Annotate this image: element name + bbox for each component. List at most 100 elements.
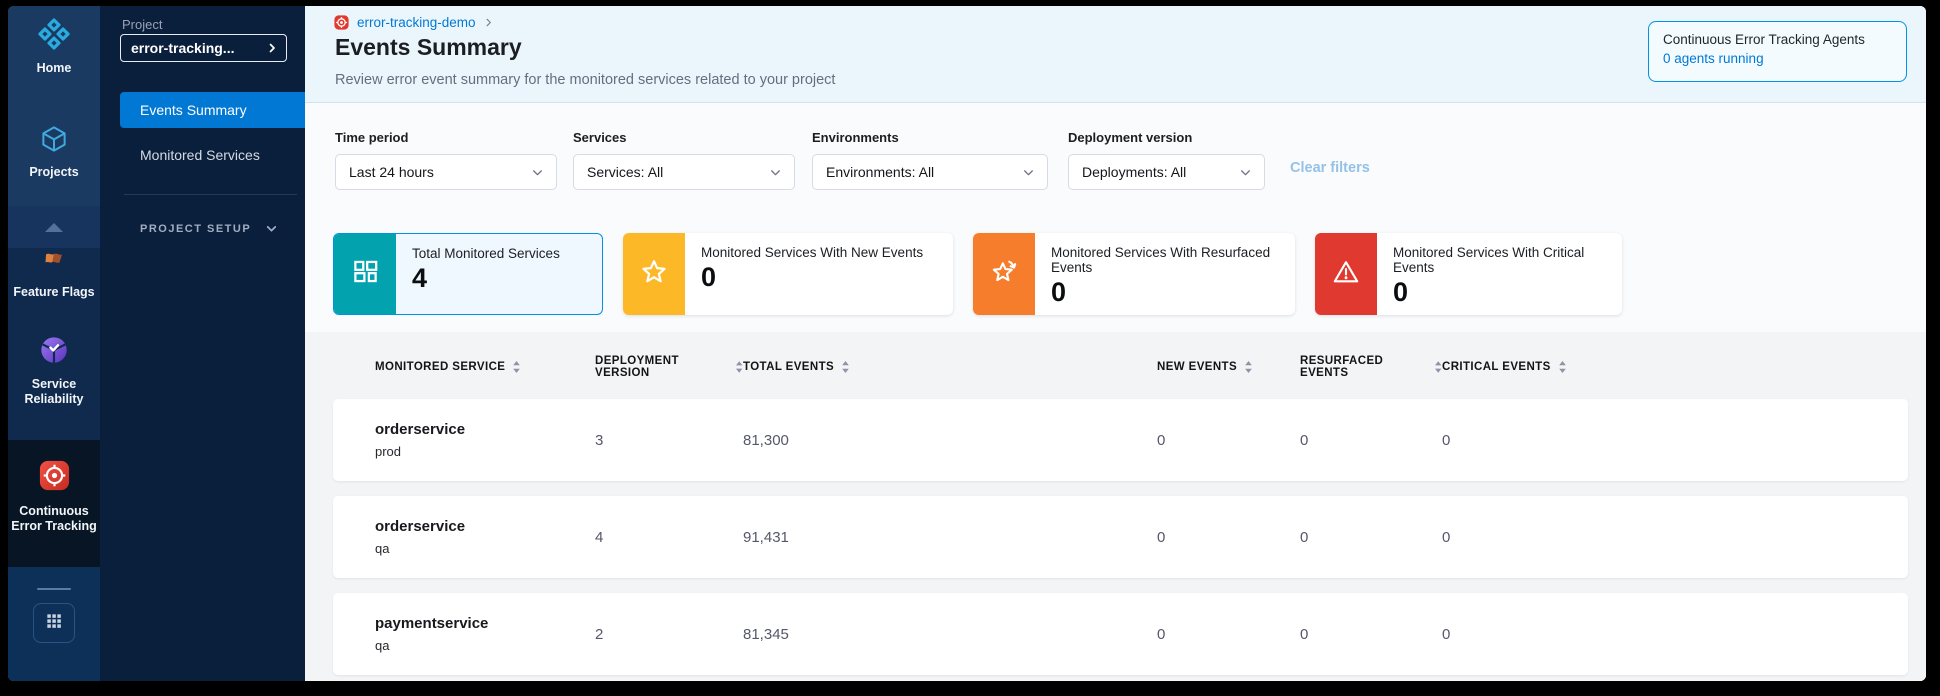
project-selector[interactable]: error-tracking... — [120, 34, 287, 62]
apps-grid-icon — [44, 611, 64, 636]
error-tracking-target-icon — [37, 458, 72, 498]
sidebar-item-label: Service Reliability — [24, 377, 84, 406]
service-name: orderservice — [375, 518, 466, 535]
scroll-up-icon[interactable] — [45, 222, 63, 232]
column-header-monitored-service[interactable]: MONITORED SERVICE — [375, 360, 595, 374]
app-window: Home Projects Feature Flags — [8, 6, 1926, 681]
column-header-resurfaced-events[interactable]: RESURFACED EVENTS — [1300, 355, 1442, 379]
deployment-version-value: 2 — [595, 625, 604, 643]
critical-events-value: 0 — [1442, 528, 1451, 546]
card-total-monitored-services[interactable]: Total Monitored Services 4 — [333, 233, 603, 315]
events-table: MONITORED SERVICE DEPLOYMENT VERSION TOT… — [305, 332, 1926, 681]
filter-services: Services Services: All — [573, 130, 795, 190]
project-label: Project — [122, 17, 163, 32]
service-environment: prod — [375, 444, 402, 459]
sort-icon — [735, 361, 742, 373]
table-row[interactable]: orderservice qa 4 91,431 0 0 0 — [333, 496, 1908, 578]
total-events-value: 91,431 — [743, 528, 789, 546]
filter-label: Services — [573, 130, 627, 145]
nav-item-events-summary[interactable]: Events Summary — [120, 92, 305, 128]
filter-environments: Environments Environments: All — [812, 130, 1048, 190]
services-grid-icon — [352, 258, 379, 290]
sort-icon — [1558, 361, 1566, 373]
breadcrumb-project-link[interactable]: error-tracking-demo — [357, 15, 476, 30]
new-events-value: 0 — [1157, 625, 1166, 643]
service-name: paymentservice — [375, 615, 489, 632]
service-environment: qa — [375, 638, 390, 653]
resurfaced-events-value: 0 — [1300, 431, 1309, 449]
column-header-new-events[interactable]: NEW EVENTS — [1157, 360, 1300, 374]
card-new-events[interactable]: Monitored Services With New Events 0 — [623, 233, 953, 315]
chevron-down-icon — [771, 169, 780, 175]
card-title: Monitored Services With Resurfaced Event… — [1051, 245, 1271, 275]
sidebar-item-label: Home — [36, 61, 72, 75]
module-rail: Home Projects Feature Flags — [8, 6, 100, 681]
column-header-deployment-version[interactable]: DEPLOYMENT VERSION — [595, 355, 743, 379]
card-accent — [1315, 233, 1377, 315]
rail-divider — [37, 588, 71, 590]
chevron-right-icon — [486, 18, 491, 27]
sort-icon — [1245, 361, 1252, 373]
card-value: 4 — [412, 263, 428, 293]
resurfaced-events-value: 0 — [1300, 528, 1309, 546]
chevron-down-icon — [533, 169, 542, 175]
page-title: Events Summary — [335, 34, 522, 60]
card-critical-events[interactable]: Monitored Services With Critical Events … — [1315, 233, 1622, 315]
service-environment: qa — [375, 541, 390, 556]
sidebar-item-feature-flags[interactable]: Feature Flags — [8, 250, 100, 300]
page-subtitle: Review error event summary for the monit… — [335, 72, 836, 88]
sidebar-item-label: Feature Flags — [13, 285, 95, 299]
total-events-value: 81,300 — [743, 431, 789, 449]
time-period-dropdown[interactable]: Last 24 hours — [335, 154, 557, 190]
deployment-version-value: 4 — [595, 528, 604, 546]
nav-item-label: Monitored Services — [140, 147, 260, 163]
filter-time-period: Time period Last 24 hours — [335, 130, 557, 190]
new-events-value: 0 — [1157, 431, 1166, 449]
nav-item-label: Events Summary — [140, 102, 247, 118]
summary-cards: Total Monitored Services 4 Monitored Ser… — [333, 233, 1622, 315]
sidebar-item-service-reliability[interactable]: Service Reliability — [8, 334, 100, 407]
warning-triangle-icon — [1332, 258, 1360, 291]
column-label: NEW EVENTS — [1157, 361, 1238, 373]
project-setup-section[interactable]: PROJECT SETUP — [140, 222, 278, 235]
sidebar-item-label: Projects — [29, 165, 79, 179]
sidebar-item-projects[interactable]: Projects — [8, 124, 100, 180]
environments-dropdown[interactable]: Environments: All — [812, 154, 1048, 190]
clear-filters-button[interactable]: Clear filters — [1290, 160, 1370, 176]
nav-item-monitored-services[interactable]: Monitored Services — [120, 137, 305, 173]
deployments-dropdown[interactable]: Deployments: All — [1068, 154, 1265, 190]
column-label: TOTAL EVENTS — [743, 361, 835, 373]
table-row[interactable]: orderservice prod 3 81,300 0 0 0 — [333, 399, 1908, 481]
rail-scroll-strip[interactable] — [8, 206, 100, 248]
column-header-total-events[interactable]: TOTAL EVENTS — [743, 360, 1157, 374]
all-modules-button[interactable] — [33, 603, 75, 643]
flag-icon — [41, 250, 67, 279]
chevron-right-icon — [269, 43, 275, 53]
critical-events-value: 0 — [1442, 431, 1451, 449]
card-value: 0 — [1051, 277, 1067, 307]
agents-status-box: Continuous Error Tracking Agents 0 agent… — [1648, 21, 1907, 82]
chevron-down-icon — [1024, 169, 1033, 175]
dropdown-value: Last 24 hours — [349, 164, 434, 180]
services-dropdown[interactable]: Services: All — [573, 154, 795, 190]
total-events-value: 81,345 — [743, 625, 789, 643]
card-value: 0 — [701, 262, 717, 292]
column-label: CRITICAL EVENTS — [1442, 361, 1551, 373]
main-content: error-tracking-demo Events Summary Revie… — [305, 6, 1926, 681]
sort-icon — [842, 361, 849, 373]
dropdown-value: Environments: All — [826, 164, 935, 180]
filter-label: Time period — [335, 130, 409, 145]
card-title: Monitored Services With New Events — [701, 245, 924, 260]
agents-running-link[interactable]: 0 agents running — [1663, 51, 1764, 66]
card-value: 0 — [1393, 277, 1409, 307]
sidebar-item-home[interactable]: Home — [8, 18, 100, 76]
column-header-critical-events[interactable]: CRITICAL EVENTS — [1442, 360, 1908, 374]
project-setup-label: PROJECT SETUP — [140, 222, 252, 235]
star-icon — [640, 258, 668, 291]
card-title: Monitored Services With Critical Events — [1393, 245, 1585, 275]
card-resurfaced-events[interactable]: Monitored Services With Resurfaced Event… — [973, 233, 1295, 315]
page-header: error-tracking-demo Events Summary Revie… — [305, 6, 1926, 103]
table-row[interactable]: paymentservice qa 2 81,345 0 0 0 — [333, 593, 1908, 675]
cube-icon — [39, 124, 69, 159]
sidebar-item-continuous-error-tracking[interactable]: Continuous Error Tracking — [8, 458, 100, 534]
